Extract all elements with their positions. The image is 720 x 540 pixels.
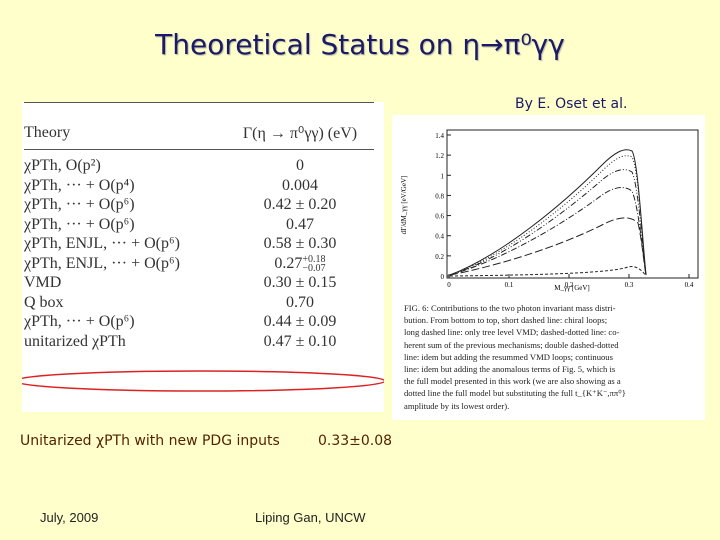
caption-line: the full model presented in this work (w… [404, 376, 621, 387]
theory-cell: VMD [24, 274, 62, 292]
curve-double-dash-dot [449, 169, 647, 276]
caption-line: long dashed line: only tree level VMD; d… [404, 327, 620, 338]
figure: dΓ/dM_γγ [eV/GeV] M_γγ [GeV] 0 0.2 0.4 0.6 0… [392, 115, 705, 420]
theory-cell: χPTh, O(p²) [24, 157, 101, 175]
x-tick-label: 0.3 [625, 281, 634, 289]
theory-cell: χPTh, ··· + O(p⁴) [24, 176, 135, 194]
table: Theory Γ(η → π⁰γγ) (eV) χPTh, O(p²) 0 χPTh… [24, 102, 374, 351]
caption-line: line: idem but adding the anomalous term… [404, 364, 616, 375]
table-body: χPTh, O(p²) 0 χPTh, ··· + O(p⁴) 0.004 χPTh, … [24, 150, 374, 352]
plot: dΓ/dM_γγ [eV/GeV] M_γγ [GeV] 0 0.2 0.4 0.6 0… [400, 129, 699, 292]
caption-line: FIG. 6: Contributions to the two photon … [404, 303, 616, 313]
width-cell: 0.58 ± 0.30 [263, 235, 337, 253]
result-label: Unitarized χPTh with new PDG inputs [20, 433, 280, 449]
table-row: unitarized χPTh 0.47 ± 0.10 [24, 332, 374, 352]
y-tick-label: 1.4 [435, 132, 444, 140]
header-row: Theory Γ(η → π⁰γγ) (eV) [24, 102, 374, 150]
width-cell: 0.70 [286, 293, 314, 311]
theory-cell: χPTh, ··· + O(p⁶) [24, 196, 135, 214]
error-plus: +0.18 [302, 253, 326, 265]
width-cell: 0.47 [286, 215, 314, 233]
caption-line: amplitude by its lowest order). [404, 400, 510, 411]
theory-table: Theory Γ(η → π⁰γγ) (eV) χPTh, O(p²) 0 χPTh… [22, 102, 384, 412]
plot-frame [446, 129, 699, 279]
table-row: χPTh, ··· + O(p⁶) 0.42 ± 0.20 [24, 195, 374, 215]
table-row: χPTh, ENJL, ··· + O(p⁶) 0.27 +0.18 −0.07 [24, 253, 374, 274]
caption-line: bution. From bottom to top, short dashed… [404, 315, 608, 326]
y-tick-label: 1 [441, 172, 445, 180]
theory-cell: Q box [24, 293, 64, 311]
asym-error: +0.18 −0.07 [302, 253, 326, 274]
result-value: 0.33±0.08 [318, 433, 393, 449]
theory-cell: χPTh, ENJL, ··· + O(p⁶) [24, 254, 180, 272]
y-tick-label: 0.2 [435, 253, 444, 261]
x-axis-label: M_γγ [GeV] [554, 284, 590, 292]
width-cell: 0.30 ± 0.15 [263, 274, 337, 292]
width-cell: 0.004 [282, 176, 318, 194]
table-row: χPTh, ··· + O(p⁶) 0.44 ± 0.09 [24, 312, 374, 332]
table-row: χPTh, O(p²) 0 [24, 150, 374, 176]
x-tick-label: 0.2 [565, 281, 574, 289]
curve-vmd [449, 217, 647, 276]
width-cell: 0 [296, 157, 304, 175]
curve-dotted [449, 155, 647, 276]
table-row: χPTh, ··· + O(p⁴) 0.004 [24, 176, 374, 196]
header-cell: Γ(η → π⁰γγ) (eV) [226, 102, 374, 150]
theory-cell: unitarized χPTh [24, 332, 126, 350]
curve-loops [449, 266, 647, 277]
highlight-ellipse [22, 370, 384, 392]
y-tick-label: 0.8 [435, 192, 444, 200]
y-axis-label: dΓ/dM_γγ [eV/GeV] [400, 176, 408, 235]
y-tick-label: 1.2 [435, 152, 444, 160]
slide-title: Theoretical Status on η→π⁰γγ [155, 28, 565, 61]
caption-line: herent sum of the previous mechanisms; d… [404, 339, 619, 350]
width-cell: 0.44 ± 0.09 [263, 313, 337, 331]
highlight [22, 370, 384, 392]
caption-line: dotted line the full model but substitut… [404, 388, 626, 399]
y-tick-label: 0 [441, 273, 445, 281]
y-tick-label: 0.4 [435, 233, 444, 241]
credit: By E. Oset et al. [515, 96, 628, 112]
x-tick-label: 0.4 [685, 281, 694, 289]
theory-cell: χPTh, ··· + O(p⁶) [24, 313, 135, 331]
width-cell: 0.42 ± 0.20 [263, 196, 337, 214]
footer-date: July, 2009 [40, 510, 99, 525]
curve-dash-dot [449, 187, 647, 276]
width-cell: 0.47 ± 0.10 [263, 332, 337, 350]
error-minus: −0.07 [302, 262, 326, 274]
table-row: χPTh, ENJL, ··· + O(p⁶) 0.58 ± 0.30 [24, 234, 374, 254]
curves [449, 149, 647, 277]
table-row: Q box 0.70 [24, 293, 374, 313]
table-row: VMD 0.30 ± 0.15 [24, 273, 374, 293]
header-cell: Theory [24, 102, 226, 150]
footer-author: Liping Gan, UNCW [255, 510, 366, 525]
width-cell: 0.27 +0.18 −0.07 [226, 253, 374, 274]
central-value: 0.27 [274, 254, 303, 272]
theory-cell: χPTh, ENJL, ··· + O(p⁶) [24, 235, 180, 253]
theory-cell: χPTh, ··· + O(p⁶) [24, 215, 135, 233]
caption-line: line: idem but adding the resummed VMD l… [404, 351, 613, 362]
x-tick-label: 0.1 [505, 281, 514, 289]
y-tick-label: 0.6 [435, 213, 444, 221]
x-tick-label: 0 [447, 281, 451, 289]
figure-caption: FIG. 6: Contributions to the two photon … [404, 302, 626, 412]
table-row: χPTh, ··· + O(p⁶) 0.47 [24, 215, 374, 235]
curve-full [449, 149, 647, 276]
